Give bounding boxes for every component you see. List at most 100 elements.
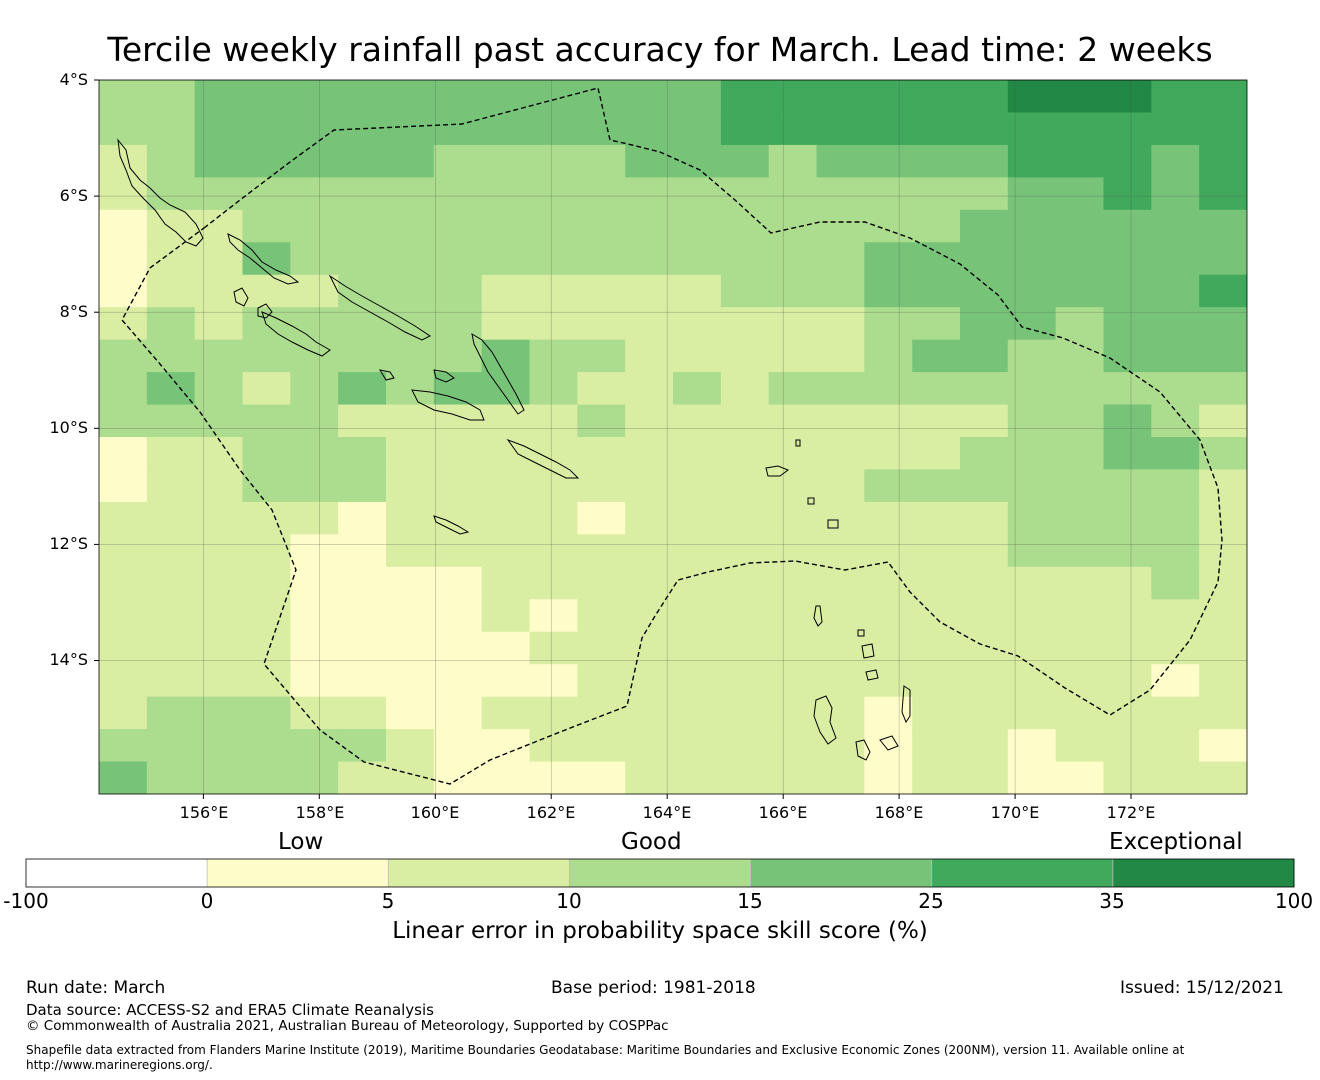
skill-cell (912, 599, 961, 633)
skill-cell (960, 664, 1009, 698)
skill-cell (242, 501, 291, 535)
skill-cell (625, 112, 674, 146)
skill-cell (577, 307, 626, 341)
island-banks-1 (813, 605, 823, 627)
skill-cell (720, 372, 770, 406)
skill-cell (99, 501, 148, 535)
skill-cell (242, 469, 291, 503)
skill-cell (625, 696, 674, 730)
skill-cell (1055, 761, 1105, 794)
skill-cell (673, 631, 722, 665)
skill-cell (768, 437, 818, 471)
skill-cell (146, 144, 196, 178)
skill-cell (912, 664, 961, 698)
skill-cell (386, 177, 435, 211)
skill-cell (242, 534, 291, 568)
skill-cell (529, 339, 578, 373)
skill-cell (1007, 274, 1057, 308)
skill-cell (768, 209, 818, 243)
island-choiseul (227, 233, 300, 285)
skill-cell (290, 242, 339, 276)
skill-cell (1055, 274, 1105, 308)
skill-cell (864, 534, 913, 568)
skill-cell (577, 696, 626, 730)
skill-cell (720, 469, 770, 503)
skill-cell (577, 80, 626, 114)
skill-cell (433, 404, 483, 438)
skill-cell (1055, 696, 1105, 730)
colorbar-segment (388, 859, 570, 887)
skill-cell (1103, 696, 1152, 730)
island-malekula (855, 739, 871, 761)
lat-label: 14°S (49, 650, 88, 669)
skill-cell (1151, 501, 1200, 535)
skill-cell (1055, 631, 1105, 665)
shapefile-note: Shapefile data extracted from Flanders M… (26, 1043, 1185, 1072)
skill-cell (194, 599, 244, 633)
skill-cell (433, 631, 483, 665)
skill-cell (481, 664, 531, 698)
skill-cell (338, 209, 387, 243)
island-malaita (471, 332, 525, 415)
skill-cell (816, 339, 865, 373)
data-source: Data source: ACCESS-S2 and ERA5 Climate … (26, 1001, 434, 1019)
skill-cell (625, 729, 674, 763)
skill-cell (768, 469, 818, 503)
skill-cell (1151, 631, 1200, 665)
skill-cell (912, 80, 961, 114)
skill-cell (146, 696, 196, 730)
skill-cell (290, 437, 339, 471)
skill-grid (99, 80, 1247, 794)
skill-cell (481, 242, 531, 276)
skill-cell (864, 307, 913, 341)
skill-cell (625, 566, 674, 600)
skill-cell (386, 80, 435, 114)
skill-cell (625, 177, 674, 211)
skill-cell (673, 664, 722, 698)
skill-cell (960, 729, 1009, 763)
skill-cell (1151, 209, 1200, 243)
skill-cell (99, 242, 148, 276)
skill-cell (625, 664, 674, 698)
skill-cell (146, 177, 196, 211)
skill-cell (481, 177, 531, 211)
skill-cell (146, 274, 196, 308)
eez-boundaries (121, 87, 1223, 785)
colorbar-tick: 0 (200, 889, 214, 913)
skill-cell (673, 729, 722, 763)
skill-cell (960, 339, 1009, 373)
skill-cell (816, 372, 865, 406)
skill-cell (912, 566, 961, 600)
skill-cell (1055, 534, 1105, 568)
skill-cell (433, 177, 483, 211)
skill-cell (433, 599, 483, 633)
skill-cell (768, 274, 818, 308)
skill-cell (720, 664, 770, 698)
skill-cell (529, 144, 578, 178)
skill-cell (1103, 469, 1152, 503)
skill-cell (338, 80, 387, 114)
skill-cell (433, 80, 483, 114)
skill-cell (1007, 761, 1057, 794)
island-santa-isabel (328, 274, 431, 341)
skill-cell (768, 631, 818, 665)
skill-cell (242, 631, 291, 665)
skill-cell (194, 729, 244, 763)
skill-cell (864, 274, 913, 308)
map-title: Tercile weekly rainfall past accuracy fo… (107, 30, 1213, 69)
skill-cell (338, 566, 387, 600)
skill-cell (625, 534, 674, 568)
skill-cell (146, 729, 196, 763)
skill-cell (1055, 501, 1105, 535)
skill-cell (1151, 144, 1200, 178)
skill-cell (768, 566, 818, 600)
skill-cell (816, 242, 865, 276)
skill-cell (529, 534, 578, 568)
skill-cell (625, 339, 674, 373)
skill-cell (1103, 209, 1152, 243)
graticule (99, 80, 1247, 794)
skill-cell (481, 144, 531, 178)
skill-cell (816, 599, 865, 633)
skill-cell (1007, 372, 1057, 406)
